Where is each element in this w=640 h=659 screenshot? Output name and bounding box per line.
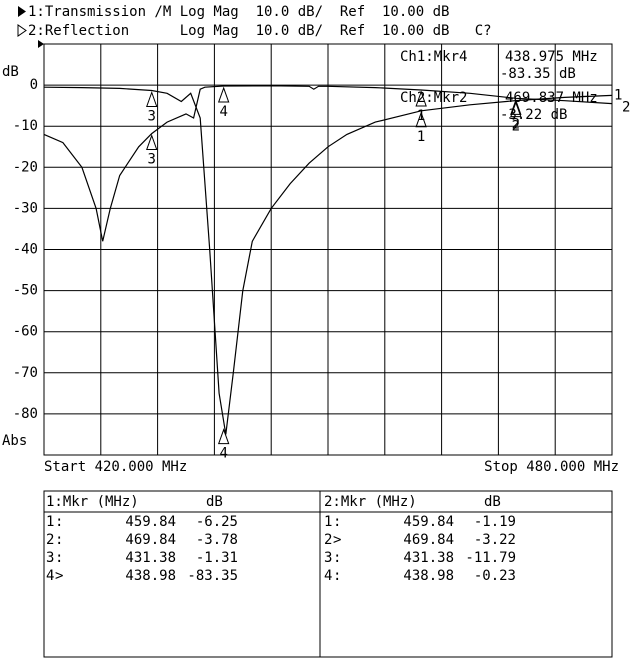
header-line: 1:Transmission /M Log Mag 10.0 dB/ Ref 1… [28, 4, 449, 20]
marker-label: 1 [417, 129, 425, 145]
marker-frequency: 459.84 [403, 514, 454, 530]
marker-id: 1 [46, 514, 54, 530]
readout-frequency: 438.975 MHz [505, 49, 598, 65]
active-channel-icon [18, 6, 26, 17]
marker-id: 1 [324, 514, 332, 530]
marker-flag: : [333, 550, 341, 566]
marker-label: 3 [148, 152, 156, 168]
marker-flag: : [333, 514, 341, 530]
marker-label: 4 [219, 446, 227, 462]
marker [415, 111, 427, 128]
trace [43, 86, 613, 435]
readout-frequency: 469.837 MHz [505, 90, 598, 106]
y-axis-label: dB [2, 64, 19, 80]
marker-frequency: 459.84 [125, 514, 176, 530]
y-tick-label: -50 [13, 283, 38, 299]
marker-db: -11.79 [465, 550, 516, 566]
marker-label: 4 [219, 104, 227, 120]
y-tick-label: -70 [13, 365, 38, 381]
marker [217, 86, 230, 103]
marker-id: 2 [46, 532, 54, 548]
start-label: Start 420.000 MHz [44, 459, 187, 475]
marker-db: -3.22 [474, 532, 516, 548]
marker [510, 101, 522, 118]
marker-frequency: 469.84 [125, 532, 176, 548]
marker-flag: : [55, 532, 63, 548]
y-tick-label: -80 [13, 406, 38, 422]
marker-db: -0.23 [474, 568, 516, 584]
marker-flag: : [55, 550, 63, 566]
channel-icon [17, 24, 27, 37]
marker-table-frame [43, 490, 613, 658]
table-header: dB [206, 494, 223, 510]
marker-id: 4 [46, 568, 54, 584]
stop-label: Stop 480.000 MHz [484, 459, 619, 475]
marker-db: -83.35 [187, 568, 238, 584]
marker-frequency: 431.38 [403, 550, 454, 566]
table-header: dB [484, 494, 501, 510]
trace [43, 85, 613, 242]
marker [510, 98, 522, 115]
table-header: 2:Mkr (MHz) [324, 494, 417, 510]
marker [415, 90, 427, 107]
marker-id: 4 [324, 568, 332, 584]
marker-label: 1 [417, 108, 425, 124]
y-tick-label: -40 [13, 242, 38, 258]
trace-label: 2 [622, 100, 630, 116]
marker-flag: > [333, 532, 341, 548]
y-tick-label: 0 [30, 77, 38, 93]
marker-db: -1.19 [474, 514, 516, 530]
y-bottom-label: Abs [2, 433, 27, 449]
header-line: 2:Reflection Log Mag 10.0 dB/ Ref 10.00 … [28, 23, 492, 39]
marker [146, 90, 158, 107]
marker-id: 3 [324, 550, 332, 566]
table-header: 1:Mkr (MHz) [46, 494, 139, 510]
marker-db: -3.78 [196, 532, 238, 548]
trace-label: 1 [614, 87, 622, 103]
marker [146, 134, 158, 151]
marker-db: -6.25 [196, 514, 238, 530]
marker-flag: : [55, 514, 63, 530]
marker-id: 2 [324, 532, 332, 548]
readout-value: -3.22 dB [500, 107, 567, 123]
marker-frequency: 438.98 [125, 568, 176, 584]
marker-id: 3 [46, 550, 54, 566]
readout-channel: Ch1:Mkr4 [400, 49, 467, 65]
marker-label: 2 [512, 116, 520, 132]
y-tick-label: -20 [13, 159, 38, 175]
y-tick-label: -60 [13, 324, 38, 340]
marker-frequency: 469.84 [403, 532, 454, 548]
marker-flag: : [333, 568, 341, 584]
marker [217, 428, 230, 445]
readout-channel: Ch2:Mkr2 [400, 90, 467, 106]
y-tick-label: -30 [13, 200, 38, 216]
marker-frequency: 438.98 [403, 568, 454, 584]
ref-pointer [38, 40, 44, 48]
marker-db: -1.31 [196, 550, 238, 566]
marker-flag: > [55, 568, 63, 584]
marker-frequency: 431.38 [125, 550, 176, 566]
marker-label: 3 [148, 108, 156, 124]
y-tick-label: -10 [13, 118, 38, 134]
readout-value: -83.35 dB [500, 66, 576, 82]
marker-label: 2 [512, 119, 520, 135]
